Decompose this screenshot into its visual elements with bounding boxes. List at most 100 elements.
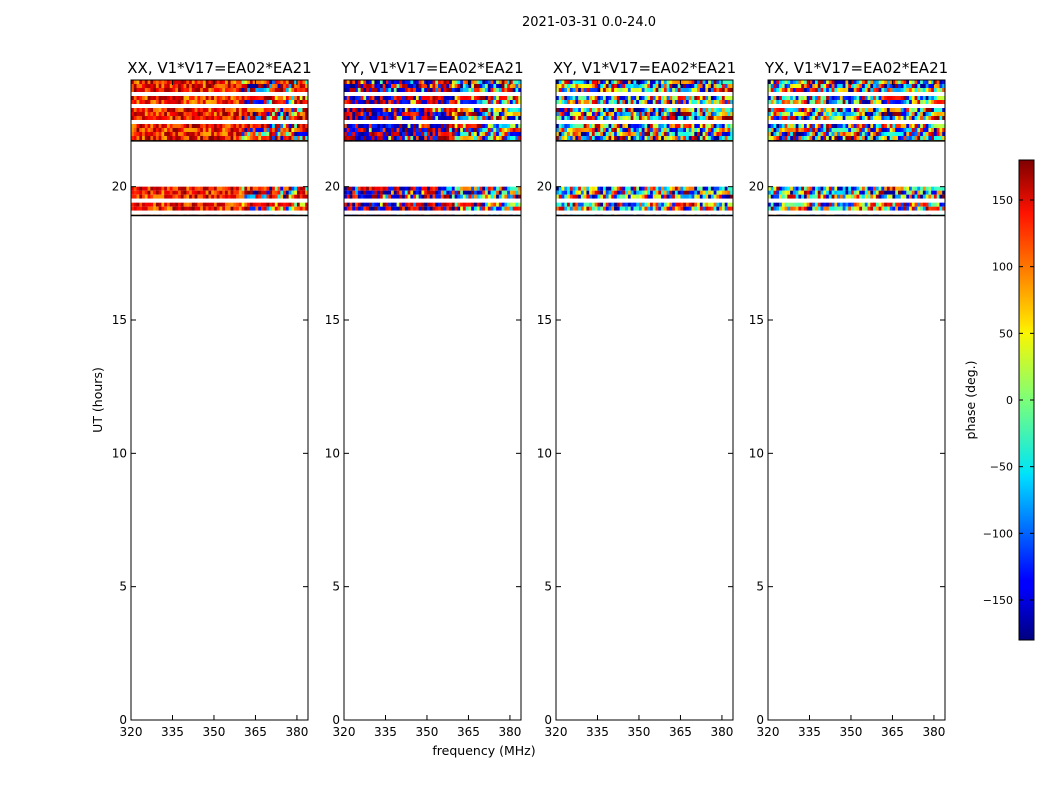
heatmap-cell [638,116,643,120]
heatmap-cell [939,128,943,132]
heatmap-cell [462,190,467,195]
heatmap-cell [197,116,201,120]
heatmap-cell [131,132,135,136]
heatmap-cell [578,202,582,207]
heatmap-cell [856,84,860,88]
heatmap-cell [826,132,830,136]
heatmap-cell [366,190,370,195]
heatmap-cell [194,194,198,199]
heatmap-cell [136,80,140,84]
heatmap-cell [222,132,226,136]
heatmap-cell [131,190,135,195]
heatmap-cell [490,108,494,112]
heatmap-cell [460,128,464,132]
heatmap-cell [379,84,384,88]
heatmap-cell [507,132,511,136]
heatmap-cell [371,194,375,199]
heatmap-cell [172,80,176,84]
heatmap-cell [355,128,359,132]
heatmap-cell [895,88,899,92]
heatmap-cell [594,96,598,100]
heatmap-cell [280,136,284,140]
heatmap-cell [859,202,863,207]
heatmap-cell [724,202,728,207]
heatmap-cell [241,100,245,104]
heatmap-cell [440,84,444,88]
heatmap-cell [909,202,913,207]
heatmap-cell [589,84,593,88]
heatmap-cell [906,116,910,120]
heatmap-cell [641,202,645,207]
heatmap-cell [674,80,679,84]
heatmap-cell [291,112,295,116]
heatmap-cell [806,206,810,211]
heatmap-cell [180,96,184,100]
heatmap-cell [460,202,464,207]
heatmap-cell [435,186,439,191]
heatmap-cell [166,128,171,132]
heatmap-cell [622,116,626,120]
heatmap-cell [655,132,659,136]
heatmap-cell [589,88,593,92]
heatmap-cell [415,88,420,92]
heatmap-cell [249,206,254,211]
heatmap-cell [202,206,207,211]
heatmap-cell [368,202,373,207]
heatmap-cell [150,136,154,140]
heatmap-cell [611,116,615,120]
heatmap-cell [586,100,590,104]
heatmap-cell [255,100,259,104]
heatmap-cell [578,128,582,132]
heatmap-cell [633,136,637,140]
heatmap-cell [249,108,254,112]
heatmap-cell [288,112,292,116]
heatmap-cell [727,84,731,88]
heatmap-cell [410,100,414,104]
heatmap-cell [202,96,207,100]
heatmap-cell [881,132,885,136]
heatmap-cell [485,80,489,84]
heatmap-cell [236,108,240,112]
heatmap-cell [133,132,137,136]
heatmap-cell [680,84,684,88]
heatmap-cell [457,100,461,104]
heatmap-cell [636,112,640,116]
heatmap-cell [451,136,456,140]
heatmap-cell [357,202,361,207]
heatmap-cell [864,194,868,199]
heatmap-cell [713,186,717,191]
heatmap-cell [440,190,444,195]
heatmap-cell [630,112,634,116]
heatmap-cell [713,202,717,207]
heatmap-cell [867,96,871,100]
y-tick-label: 0 [119,713,127,727]
heatmap-cell [839,206,844,211]
heatmap-cell [260,132,265,136]
heatmap-cell [482,124,486,128]
heatmap-cell [831,136,835,140]
heatmap-cell [622,84,626,88]
heatmap-cell [605,186,609,191]
heatmap-cell [826,124,830,128]
heatmap-cell [685,116,690,120]
heatmap-cell [191,84,196,88]
heatmap-cell [366,84,370,88]
heatmap-cell [842,132,846,136]
flagged-row [556,92,733,96]
heatmap-cell [421,96,425,100]
heatmap-cell [556,136,560,140]
heatmap-cell [790,88,794,92]
heatmap-cell [482,202,486,207]
heatmap-cell [236,136,240,140]
heatmap-cell [468,80,472,84]
heatmap-cell [349,112,353,116]
heatmap-cell [920,112,924,116]
heatmap-cell [633,194,637,199]
heatmap-cell [881,186,885,191]
heatmap-cell [482,190,486,195]
heatmap-cell [578,136,582,140]
heatmap-cell [920,194,924,199]
heatmap-cell [591,88,596,92]
heatmap-cell [683,88,687,92]
heatmap-cell [142,80,146,84]
